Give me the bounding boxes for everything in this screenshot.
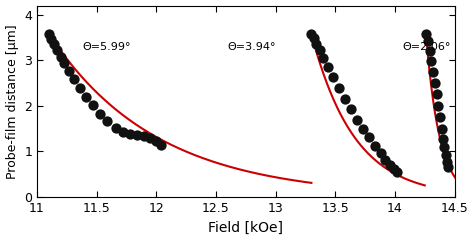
Point — [431, 81, 438, 85]
Point — [65, 69, 73, 73]
Text: Θ=5.99°: Θ=5.99° — [82, 42, 131, 52]
Point — [429, 70, 437, 74]
Point — [371, 144, 378, 147]
Point — [96, 112, 104, 115]
Point — [390, 167, 398, 171]
Point — [126, 132, 134, 136]
Point — [70, 78, 78, 81]
Point — [76, 86, 84, 90]
Point — [424, 39, 431, 43]
Point — [57, 55, 64, 59]
Text: Θ=2.06°: Θ=2.06° — [402, 42, 450, 52]
Point — [435, 104, 442, 108]
Point — [444, 165, 452, 169]
Point — [438, 127, 446, 131]
Point — [82, 95, 90, 99]
Point — [377, 151, 384, 155]
Point — [146, 136, 154, 140]
X-axis label: Field [kOe]: Field [kOe] — [208, 221, 283, 234]
Point — [61, 61, 68, 65]
Point — [324, 65, 332, 69]
Point — [141, 134, 148, 138]
Point — [422, 32, 430, 36]
Point — [353, 118, 361, 121]
Text: Θ=3.94°: Θ=3.94° — [228, 42, 276, 52]
Point — [153, 139, 160, 143]
Point — [443, 160, 451, 164]
Point — [104, 119, 111, 123]
Point — [347, 107, 355, 111]
Point — [382, 158, 389, 162]
Point — [439, 137, 447, 141]
Point — [50, 42, 57, 46]
Point — [393, 170, 401, 174]
Point — [335, 86, 343, 90]
Point — [47, 37, 55, 41]
Point — [89, 103, 97, 107]
Point — [433, 93, 440, 96]
Point — [442, 153, 449, 157]
Point — [341, 97, 348, 101]
Point — [133, 134, 141, 138]
Point — [54, 48, 61, 52]
Point — [359, 127, 366, 131]
Y-axis label: Probe-film distance [μm]: Probe-film distance [μm] — [6, 24, 18, 179]
Point — [112, 126, 119, 130]
Point — [386, 163, 394, 167]
Point — [441, 145, 448, 149]
Point — [319, 56, 327, 60]
Point — [428, 59, 435, 63]
Point — [308, 32, 315, 36]
Point — [316, 48, 324, 52]
Point — [426, 49, 433, 53]
Point — [437, 115, 444, 119]
Point — [119, 130, 127, 134]
Point — [312, 42, 320, 46]
Point — [157, 143, 165, 147]
Point — [329, 75, 337, 78]
Point — [45, 32, 53, 36]
Point — [310, 36, 318, 40]
Point — [365, 135, 373, 139]
